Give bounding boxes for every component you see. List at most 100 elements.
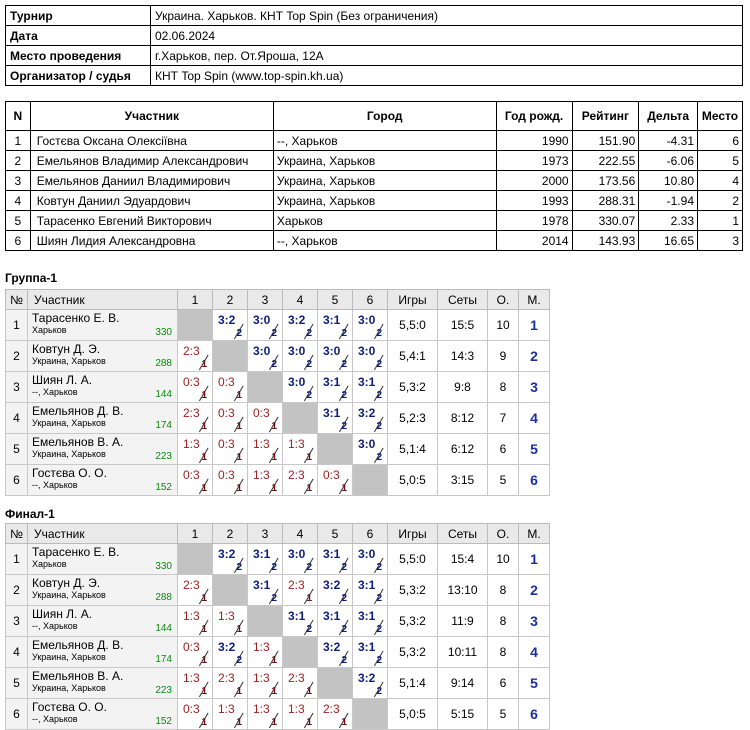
- match-score: 1:3: [218, 702, 235, 716]
- table-cell: 330.07: [571, 210, 640, 231]
- match-score: 2:3: [323, 702, 340, 716]
- score-slash: [268, 588, 279, 605]
- table-cell: 1990: [495, 130, 573, 151]
- table-row: 5 Тарасенко Евгений Викторович Харьков 1978…: [5, 210, 743, 231]
- match-points: 2: [341, 562, 347, 573]
- match-points: 2: [271, 359, 277, 370]
- table-cell: Емельянов Владимир Александрович: [29, 150, 274, 171]
- score-slash: [198, 416, 209, 433]
- match-score: 1:3: [218, 609, 235, 623]
- grid-header: Сеты: [437, 523, 488, 544]
- match-points: 2: [376, 562, 382, 573]
- points-total: 10: [487, 309, 519, 341]
- match-points: 2: [376, 390, 382, 401]
- grid-header: 4: [282, 289, 318, 310]
- score-slash: [373, 681, 384, 698]
- player-cell: Шиян Л. А. --, Харьков 144: [27, 371, 178, 403]
- player-row: 4 Емельянов Д. В. Украина, Харьков 174 2:3 1 0…: [5, 402, 550, 434]
- player-row: 6 Гостєва О. О. --, Харьков 152 0:3 1 1:3 1 1:3 1…: [5, 698, 550, 730]
- match-points: 2: [271, 328, 277, 339]
- games-stat: 5,5:0: [387, 309, 438, 341]
- match-score: 2:3: [183, 406, 200, 420]
- player-name: Шиян Л. А.: [32, 373, 93, 387]
- sets-stat: 15:5: [437, 309, 488, 341]
- match-points: 2: [306, 359, 312, 370]
- sets-stat: 8:12: [437, 402, 488, 434]
- player-row: 3 Шиян Л. А. --, Харьков 144 1:3 1 1:3 1 3:1 2 3:1…: [5, 605, 550, 637]
- table-cell: 151.90: [571, 130, 640, 151]
- grid-header: 3: [247, 523, 283, 544]
- score-cell: 2:3 1: [317, 698, 353, 730]
- player-cell: Тарасенко Е. В. Харьков 330: [27, 543, 178, 575]
- score-cell: 0:3 1: [247, 402, 283, 434]
- match-points: 2: [341, 359, 347, 370]
- table-cell: 2.33: [638, 210, 698, 231]
- games-stat: 5,1:4: [387, 433, 438, 465]
- player-name: Емельянов Д. В.: [32, 638, 124, 652]
- player-city: --, Харьков: [32, 714, 78, 724]
- match-score: 3:2: [323, 578, 341, 592]
- info-value: г.Харьков, пер. От.Яроша, 12А: [150, 45, 743, 66]
- player-name: Тарасенко Е. В.: [32, 545, 120, 559]
- sets-stat: 11:9: [437, 605, 488, 637]
- match-score: 3:1: [358, 375, 376, 389]
- points-total: 6: [487, 433, 519, 465]
- match-score: 0:3: [218, 468, 235, 482]
- score-cell: 2:3 1: [177, 402, 213, 434]
- match-points: 1: [201, 390, 207, 401]
- points-total: 7: [487, 402, 519, 434]
- sets-stat: 13:10: [437, 574, 488, 606]
- score-cell: 2:3 1: [282, 574, 318, 606]
- grid-header: №: [5, 289, 28, 310]
- match-score: 3:1: [323, 375, 341, 389]
- player-cell: Емельянов Д. В. Украина, Харьков 174: [27, 636, 178, 668]
- player-rating: 152: [155, 482, 172, 493]
- grid-header: М.: [518, 523, 550, 544]
- score-slash: [373, 650, 384, 667]
- column-header: Участник: [29, 101, 274, 131]
- match-points: 1: [306, 452, 312, 463]
- player-cell: Емельянов Д. В. Украина, Харьков 174: [27, 402, 178, 434]
- match-score: 2:3: [288, 468, 305, 482]
- place-value: 6: [518, 464, 550, 496]
- score-cell: 3:1 2: [247, 543, 283, 575]
- match-points: 2: [376, 421, 382, 432]
- diagonal-cell: [212, 574, 248, 606]
- score-cell: 3:2 2: [212, 636, 248, 668]
- score-slash: [338, 385, 349, 402]
- table-cell: 16.65: [638, 230, 698, 251]
- match-points: 2: [376, 655, 382, 666]
- row-number: 6: [5, 698, 28, 730]
- grid-header: Участник: [27, 289, 178, 310]
- score-slash: [233, 619, 244, 636]
- player-cell: Тарасенко Е. В. Харьков 330: [27, 309, 178, 341]
- score-cell: 0:3 1: [317, 464, 353, 496]
- grid-header: 3: [247, 289, 283, 310]
- player-cell: Емельянов В. А. Украина, Харьков 223: [27, 667, 178, 699]
- games-stat: 5,3:2: [387, 371, 438, 403]
- match-points: 1: [271, 655, 277, 666]
- player-row: 1 Тарасенко Е. В. Харьков 330 3:2 2 3:1 2 3:0 2 3:…: [5, 543, 550, 575]
- player-cell: Ковтун Д. Э. Украина, Харьков 288: [27, 340, 178, 372]
- match-score: 3:2: [218, 547, 236, 561]
- match-score: 1:3: [183, 671, 200, 685]
- score-cell: 3:2 2: [352, 667, 388, 699]
- score-cell: 3:0 2: [352, 543, 388, 575]
- score-slash: [373, 557, 384, 574]
- grid-header-row: № Участник 1 2 3 4 5 6 Игры Сеты О. М.: [5, 523, 550, 544]
- score-slash: [338, 557, 349, 574]
- row-number: 3: [5, 371, 28, 403]
- place-value: 5: [518, 433, 550, 465]
- score-cell: 2:3 1: [282, 464, 318, 496]
- diagonal-cell: [352, 698, 388, 730]
- player-name: Емельянов В. А.: [32, 669, 124, 683]
- score-slash: [338, 650, 349, 667]
- games-stat: 5,0:5: [387, 698, 438, 730]
- score-cell: 3:2 2: [212, 543, 248, 575]
- match-points: 1: [201, 359, 207, 370]
- match-score: 3:0: [253, 313, 271, 327]
- match-score: 0:3: [323, 468, 340, 482]
- score-cell: 3:0 2: [352, 340, 388, 372]
- score-cell: 1:3 1: [247, 464, 283, 496]
- match-score: 3:2: [288, 313, 306, 327]
